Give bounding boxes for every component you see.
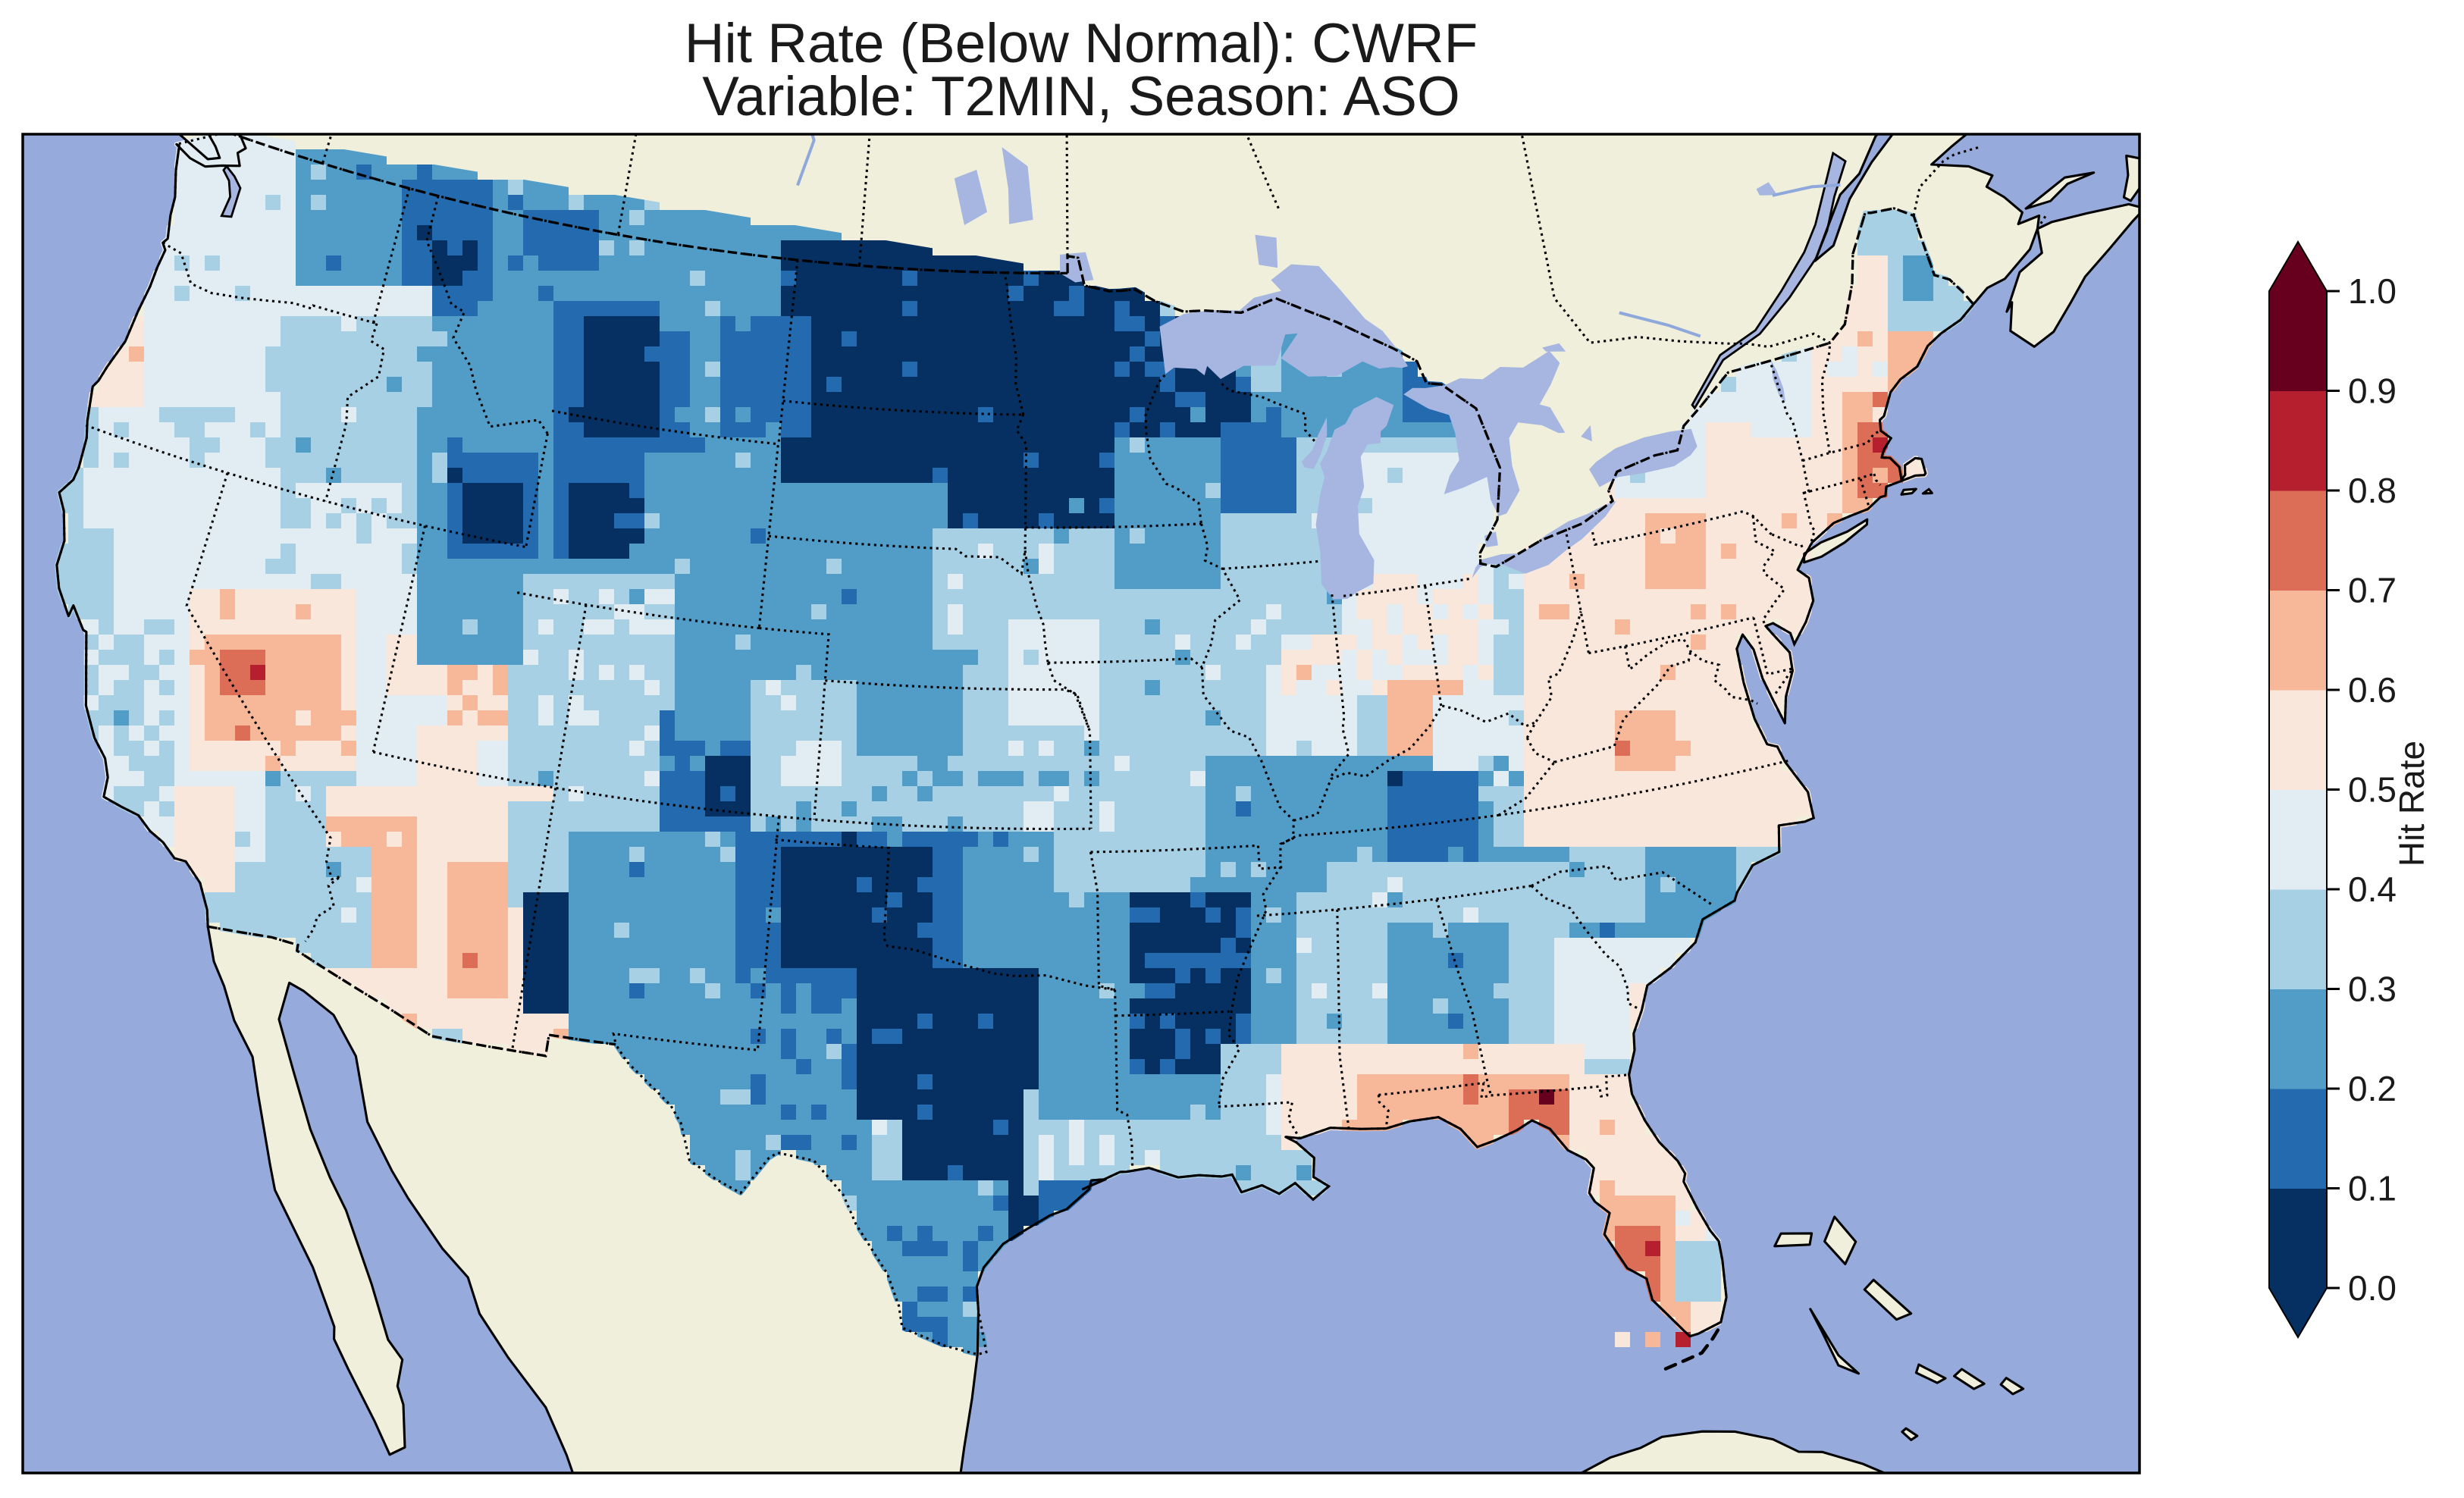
svg-text:0.9: 0.9: [2348, 371, 2397, 411]
svg-text:0.4: 0.4: [2348, 870, 2397, 909]
svg-text:Variable: T2MIN, Season: ASO: Variable: T2MIN, Season: ASO: [702, 66, 1460, 127]
svg-text:Hit Rate: Hit Rate: [2392, 741, 2431, 867]
svg-text:1.0: 1.0: [2348, 271, 2397, 311]
svg-text:0.0: 0.0: [2348, 1268, 2397, 1308]
svg-text:0.2: 0.2: [2348, 1069, 2397, 1108]
svg-text:0.7: 0.7: [2348, 571, 2397, 610]
svg-text:0.3: 0.3: [2348, 970, 2397, 1009]
svg-text:Hit Rate (Below Normal): CWRF: Hit Rate (Below Normal): CWRF: [685, 13, 1478, 74]
svg-text:0.5: 0.5: [2348, 770, 2397, 810]
svg-text:0.6: 0.6: [2348, 670, 2397, 710]
svg-text:0.1: 0.1: [2348, 1169, 2397, 1208]
svg-text:0.8: 0.8: [2348, 471, 2397, 510]
